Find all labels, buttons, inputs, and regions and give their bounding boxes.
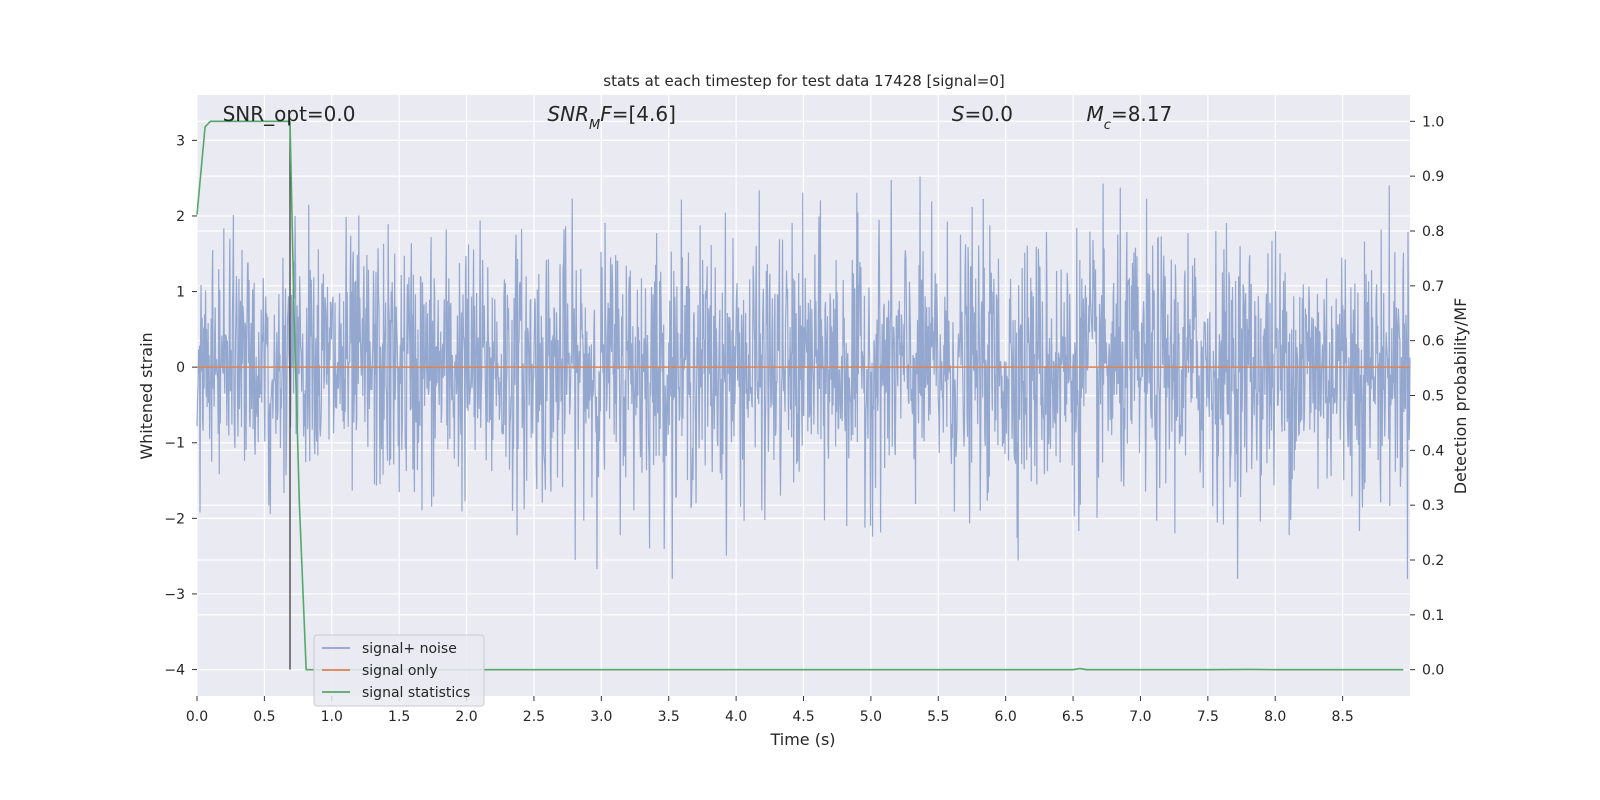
y-left-tick-label: 0 bbox=[176, 360, 185, 376]
y-axis-left-label: Whitened strain bbox=[137, 332, 156, 459]
x-tick-label: 2.0 bbox=[455, 709, 477, 725]
y-right-tick-label: 0.9 bbox=[1422, 169, 1444, 185]
legend: signal+ noise signal only signal statistic… bbox=[313, 634, 485, 707]
signal-statistics-line bbox=[196, 120, 1404, 671]
legend-label: signal statistics bbox=[362, 685, 470, 701]
x-tick-label: 6.5 bbox=[1062, 709, 1084, 725]
y-left-tick-label: 3 bbox=[176, 133, 185, 149]
stat-annotations: SNR_opt=0.0 SNRMF=[4.6] S=0.0 Mc=8.17 bbox=[223, 102, 1173, 133]
y-right-tick-label: 0.7 bbox=[1422, 279, 1444, 295]
x-tick-label: 2.5 bbox=[523, 709, 545, 725]
series-signal-noise bbox=[196, 176, 1411, 579]
y-right-tick-label: 1.0 bbox=[1422, 114, 1444, 130]
y-left-tick-label: 1 bbox=[176, 285, 185, 301]
y-axis-right-ticks: 0.0 0.1 0.2 0.3 0.4 0.5 0.6 0.7 0.8 0.9 1.0 bbox=[1410, 114, 1444, 679]
x-tick-label: 5.5 bbox=[927, 709, 949, 725]
y-right-tick-label: 0.1 bbox=[1422, 608, 1444, 624]
stat-annotation-2: S=0.0 bbox=[952, 102, 1013, 126]
x-axis-ticks: 0.0 0.5 1.0 1.5 2.0 2.5 3.0 3.5 4.0 4.5 5.0 5.5 6.0 6… bbox=[186, 696, 1354, 725]
y-right-tick-label: 0.6 bbox=[1422, 334, 1444, 350]
legend-label: signal only bbox=[362, 663, 437, 679]
signal-noise-line bbox=[196, 176, 1411, 579]
y-left-tick-label: −4 bbox=[164, 663, 185, 679]
x-tick-label: 8.5 bbox=[1331, 709, 1353, 725]
y-right-tick-label: 0.3 bbox=[1422, 498, 1444, 514]
x-tick-label: 7.5 bbox=[1197, 709, 1219, 725]
y-left-tick-label: 2 bbox=[176, 209, 185, 225]
stat-annotation-1: SNRMF=[4.6] bbox=[547, 102, 675, 133]
x-tick-label: 3.0 bbox=[590, 709, 612, 725]
y-left-tick-label: −3 bbox=[164, 587, 185, 603]
x-tick-label: 6.0 bbox=[995, 709, 1017, 725]
y-right-tick-label: 0.4 bbox=[1422, 443, 1444, 459]
x-tick-label: 5.0 bbox=[860, 709, 882, 725]
x-axis-label: Time (s) bbox=[769, 730, 835, 749]
series-lines bbox=[196, 120, 1410, 671]
y-right-tick-label: 0.5 bbox=[1422, 389, 1444, 405]
x-tick-label: 1.0 bbox=[321, 709, 343, 725]
x-tick-label: 3.5 bbox=[658, 709, 680, 725]
x-tick-label: 8.0 bbox=[1264, 709, 1286, 725]
y-right-tick-label: 0.8 bbox=[1422, 224, 1444, 240]
y-right-tick-label: 0.2 bbox=[1422, 553, 1444, 569]
x-tick-label: 0.5 bbox=[253, 709, 275, 725]
x-tick-label: 0.0 bbox=[186, 709, 208, 725]
stat-annotation-3: Mc=8.17 bbox=[1087, 102, 1173, 133]
x-tick-label: 1.5 bbox=[388, 709, 410, 725]
y-left-tick-label: −2 bbox=[164, 511, 185, 527]
y-axis-right-label: Detection probability/MF bbox=[1451, 298, 1470, 495]
stat-annotation-0: SNR_opt=0.0 bbox=[223, 102, 356, 126]
x-tick-label: 7.0 bbox=[1129, 709, 1151, 725]
legend-label: signal+ noise bbox=[362, 641, 457, 657]
legend-box bbox=[313, 634, 485, 707]
y-left-tick-label: −1 bbox=[164, 436, 185, 452]
x-tick-label: 4.5 bbox=[792, 709, 814, 725]
y-axis-left-ticks: −4 −3 −2 −1 0 1 2 3 bbox=[164, 133, 197, 679]
chart-title: stats at each timestep for test data 174… bbox=[603, 72, 1004, 90]
y-right-tick-label: 0.0 bbox=[1422, 663, 1444, 679]
x-tick-label: 4.0 bbox=[725, 709, 747, 725]
